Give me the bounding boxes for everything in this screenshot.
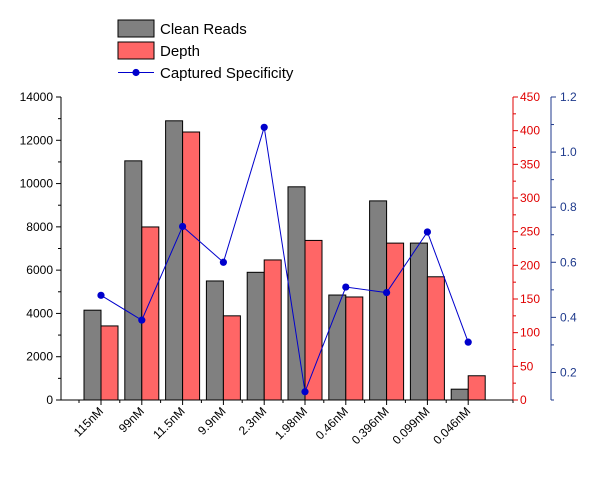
bar-depth-115nm (100, 325, 119, 401)
right-axis-2-label-0-8: 0.8 (560, 200, 577, 214)
legend-label-clean-reads: Clean Reads (160, 21, 247, 38)
left-axis-label-10000: 10000 (20, 177, 54, 191)
left-axis-label-8000: 8000 (26, 220, 53, 234)
point-captured-specificity-0-046nm (464, 338, 472, 346)
x-axis-label-115nm: 115nM (71, 404, 106, 439)
legend-swatch-marker-captured-specificity (132, 68, 140, 77)
right-axis-1-label-200: 200 (520, 258, 540, 272)
bar-clean-reads-0-099nm (409, 242, 428, 401)
left-axis-label-4000: 4000 (26, 306, 53, 320)
point-captured-specificity-2-3nm (260, 123, 268, 131)
legend-label-depth: Depth (160, 43, 200, 60)
point-captured-specificity-1-98nm (301, 388, 309, 396)
bars-layer (83, 120, 486, 401)
bar-clean-reads-1-98nm (287, 186, 306, 401)
right-axis-1-label-300: 300 (520, 191, 540, 205)
bar-depth-1-98nm (304, 239, 323, 401)
bar-depth-11-5nm (182, 131, 201, 401)
bar-clean-reads-115nm (83, 309, 102, 401)
x-axis-label-11-5nm: 11.5nM (150, 404, 188, 442)
bar-clean-reads-0-46nm (328, 294, 347, 401)
legend-swatch-clean-reads (117, 19, 155, 38)
x-axis-label-99nm: 99nM (116, 404, 147, 435)
line-captured-specificity (100, 127, 469, 394)
legend-label-captured-specificity: Captured Specificity (160, 65, 294, 82)
point-captured-specificity-0-46nm (342, 283, 350, 291)
x-axis-label-0-099nm: 0.099nM (390, 404, 433, 447)
point-captured-specificity-0-396nm (383, 288, 391, 297)
line-layer (97, 123, 472, 396)
left-axis-label-14000: 14000 (20, 90, 54, 104)
bar-clean-reads-0-046nm (450, 388, 469, 401)
bar-depth-2-3nm (263, 259, 282, 401)
left-axis-label-2000: 2000 (26, 350, 53, 364)
legend-swatch-depth (117, 41, 155, 60)
right-axis-1-label-250: 250 (520, 225, 540, 239)
right-axis-1-label-150: 150 (520, 292, 540, 306)
point-captured-specificity-9-9nm (219, 258, 227, 266)
left-axis-label-6000: 6000 (26, 263, 53, 277)
x-axis-label-0-46nm: 0.46nM (313, 404, 351, 442)
left-axis-label-0: 0 (46, 393, 53, 407)
bar-depth-0-099nm (426, 276, 445, 401)
x-axis-label-0-046nm: 0.046nM (430, 404, 473, 447)
bar-clean-reads-9-9nm (205, 280, 224, 401)
right-axis-1-label-0: 0 (520, 393, 527, 407)
x-axis-label-2-3nm: 2.3nM (236, 404, 269, 437)
bar-depth-0-396nm (386, 242, 405, 401)
right-axis-1-label-450: 450 (520, 90, 540, 104)
right-axis-1-label-400: 400 (520, 124, 540, 138)
point-captured-specificity-115nm (97, 291, 105, 299)
bar-depth-9-9nm (222, 315, 241, 401)
point-captured-specificity-0-099nm (423, 228, 431, 236)
bar-clean-reads-0-396nm (369, 200, 388, 401)
bar-clean-reads-99nm (124, 160, 143, 401)
right-axis-2-label-0-4: 0.4 (560, 310, 577, 324)
right-axis-1-label-100: 100 (520, 326, 540, 340)
bar-depth-0-046nm (467, 375, 486, 401)
right-axis-2-label-0-2: 0.2 (560, 365, 577, 379)
point-captured-specificity-11-5nm (179, 222, 187, 231)
x-axis-label-0-396nm: 0.396nM (349, 404, 392, 447)
right-axis-1-label-350: 350 (520, 157, 540, 171)
left-axis-label-12000: 12000 (20, 133, 54, 147)
point-captured-specificity-99nm (138, 316, 146, 324)
x-axis-label-9-9nm: 9.9nM (195, 404, 228, 437)
right-axis-2-label-1-2: 1.2 (560, 90, 577, 104)
right-axis-2-label-1-0: 1.0 (560, 145, 577, 159)
right-axis-1-label-50: 50 (520, 359, 534, 373)
bar-depth-0-46nm (345, 296, 364, 401)
right-axis-2-label-0-6: 0.6 (560, 255, 577, 269)
bar-clean-reads-2-3nm (246, 271, 265, 401)
legend: Clean Reads Depth Captured Specificity (117, 19, 294, 82)
x-axis-label-1-98nm: 1.98nM (272, 404, 310, 442)
